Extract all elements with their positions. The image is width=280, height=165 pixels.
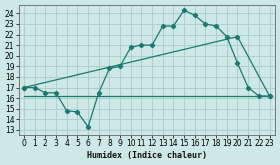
- X-axis label: Humidex (Indice chaleur): Humidex (Indice chaleur): [87, 151, 207, 160]
